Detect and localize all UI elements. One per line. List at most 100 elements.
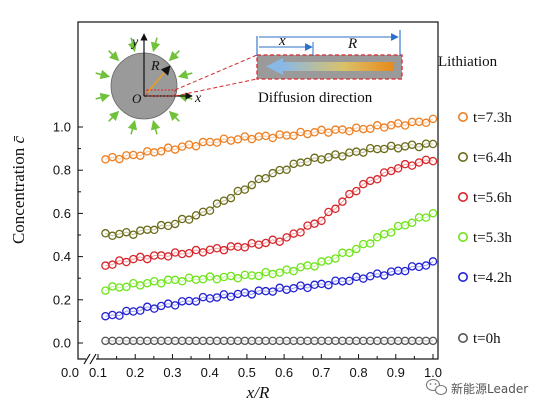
data-point: [226, 136, 236, 145]
data-point: [191, 336, 201, 346]
data-point: [310, 280, 319, 290]
data-point: [226, 193, 236, 203]
data-point: [282, 165, 291, 175]
data-point: [421, 118, 431, 128]
data-point: [170, 336, 180, 346]
data-point: [247, 134, 257, 144]
data-point: [191, 211, 201, 220]
data-point: [163, 275, 173, 285]
data-point: [289, 266, 298, 276]
legend-label: t=0h: [473, 331, 501, 347]
data-point: [115, 283, 124, 292]
data-point: [310, 219, 319, 228]
data-point: [317, 155, 326, 164]
data-point: [254, 240, 264, 249]
data-point: [352, 123, 361, 132]
data-point: [268, 336, 277, 346]
series-t4_2h: [101, 257, 438, 321]
flux-arrow: [168, 50, 180, 62]
x-tick-label: 0.4: [201, 365, 219, 380]
flux-arrow: [127, 119, 138, 135]
data-point: [324, 256, 333, 265]
data-point: [247, 238, 257, 248]
data-point: [379, 144, 389, 154]
data-point: [372, 336, 382, 346]
data-point: [101, 311, 110, 321]
zoom-line-top: [174, 54, 258, 91]
y-tick-label: 0.8: [53, 163, 71, 178]
data-point: [156, 279, 166, 288]
data-point: [386, 267, 396, 276]
data-point: [219, 196, 229, 205]
data-point: [331, 204, 340, 214]
data-point: [275, 237, 284, 246]
legend-label: t=5.6h: [473, 190, 512, 206]
legend-marker: [457, 232, 468, 243]
data-point: [143, 278, 152, 288]
inset-sample-region: [146, 89, 176, 97]
data-point: [386, 121, 396, 130]
data-point: [421, 336, 431, 346]
data-point: [282, 131, 291, 140]
data-point: [414, 142, 424, 152]
data-point: [372, 233, 382, 242]
data-point: [428, 336, 438, 346]
data-point: [275, 283, 284, 293]
data-point: [212, 275, 222, 284]
data-point: [289, 284, 298, 293]
legend-label: t=6.4h: [473, 150, 512, 166]
data-point: [191, 297, 201, 306]
data-point: [400, 142, 410, 151]
data-point: [240, 243, 250, 252]
data-point: [219, 134, 229, 144]
data-point: [240, 270, 250, 280]
data-point: [170, 145, 180, 154]
data-point: [170, 275, 180, 285]
data-point: [428, 114, 438, 124]
data-point: [122, 336, 131, 346]
data-point: [177, 297, 187, 306]
series-t0h: [101, 336, 438, 346]
data-point: [149, 251, 159, 260]
data-point: [393, 164, 403, 173]
data-point: [205, 294, 215, 303]
data-point: [115, 229, 124, 239]
data-point: [345, 189, 354, 199]
data-point: [261, 131, 270, 141]
y-tick-label: 0.4: [53, 249, 71, 264]
data-point: [101, 261, 110, 270]
data-point: [254, 132, 264, 141]
data-point: [177, 249, 187, 259]
data-point: [372, 144, 382, 154]
data-point: [428, 139, 438, 149]
data-point: [303, 283, 312, 293]
data-point: [261, 336, 270, 346]
inset-radius-arrow: [146, 65, 171, 94]
data-point: [296, 127, 305, 137]
data-point: [108, 282, 117, 291]
data-point: [163, 299, 173, 308]
data-point: [149, 304, 159, 313]
x-tick-label: 0.9: [387, 365, 405, 380]
data-point: [421, 155, 431, 165]
diffusion-arrow-head: [266, 58, 283, 75]
data-point: [108, 152, 117, 162]
data-point: [296, 281, 305, 290]
legend-marker: [457, 192, 468, 203]
data-point: [156, 147, 166, 156]
data-point: [386, 141, 396, 151]
inset-schematic: y x O R x R Diffusion direction: [95, 30, 403, 135]
data-point: [205, 272, 215, 281]
data-point: [143, 225, 152, 234]
data-point: [407, 218, 417, 227]
lithium-flux-arrows: [95, 37, 193, 135]
data-point: [163, 221, 173, 231]
data-point: [122, 306, 131, 316]
y-tick-label: 0.2: [53, 292, 71, 307]
data-point: [254, 174, 264, 184]
data-point: [310, 128, 319, 137]
data-point: [352, 147, 361, 156]
data-point: [407, 140, 417, 149]
zoom-x-label: x: [278, 33, 286, 49]
data-point: [400, 159, 410, 169]
